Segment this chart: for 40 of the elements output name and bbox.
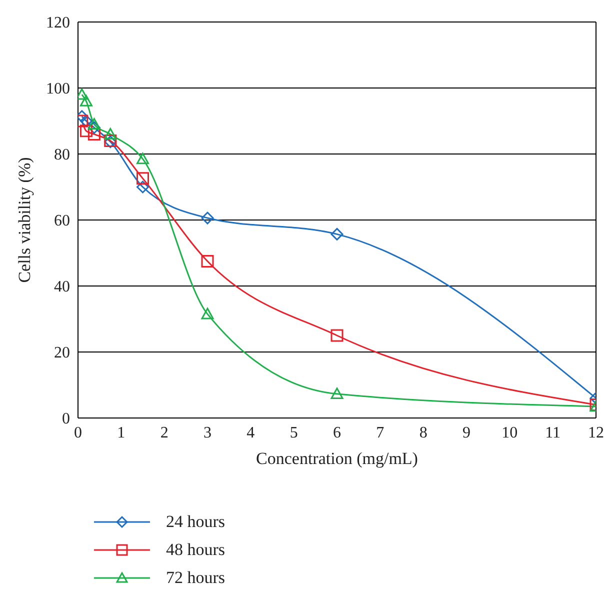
legend-label: 24 hours: [166, 512, 226, 532]
y-tick-label: 80: [54, 146, 70, 164]
point: [201, 255, 214, 268]
x-tick-label: 11: [545, 424, 561, 442]
y-tick-label: 100: [46, 80, 70, 98]
legend-label: 48 hours: [166, 540, 226, 560]
x-tick-label: 5: [290, 424, 298, 442]
y-axis-title: Cells viability (%): [15, 157, 34, 283]
x-tick-label: 3: [204, 424, 212, 442]
y-tick-label: 0: [62, 410, 70, 428]
x-tick-label: 8: [419, 424, 428, 442]
legend-label: 72 hours: [166, 568, 226, 588]
x-tick-label: 12: [588, 424, 604, 442]
x-tick-label: 9: [462, 424, 470, 442]
x-axis-title: Concentration (mg/mL): [256, 449, 418, 468]
y-tick-label: 40: [54, 278, 70, 296]
x-tick-label: 6: [333, 424, 341, 442]
point: [201, 308, 214, 320]
point: [80, 94, 92, 106]
point: [330, 228, 344, 240]
point: [88, 118, 100, 130]
x-tick-label: 2: [160, 424, 168, 442]
point: [88, 121, 100, 134]
point: [201, 212, 214, 224]
x-tick-label: 0: [74, 424, 82, 442]
point: [80, 114, 92, 128]
y-tick-label: 120: [46, 14, 70, 32]
x-tick-label: 7: [376, 424, 384, 442]
y-tick-label: 60: [54, 212, 70, 230]
y-tick-label: 20: [54, 344, 70, 362]
point: [104, 128, 117, 140]
point: [136, 152, 149, 164]
point: [80, 124, 92, 138]
x-tick-label: 10: [502, 424, 518, 442]
point: [330, 388, 344, 400]
point: [330, 329, 344, 342]
point: [136, 180, 149, 194]
point: [136, 172, 149, 185]
x-tick-label: 1: [117, 424, 126, 442]
x-tick-label: 4: [246, 424, 255, 442]
